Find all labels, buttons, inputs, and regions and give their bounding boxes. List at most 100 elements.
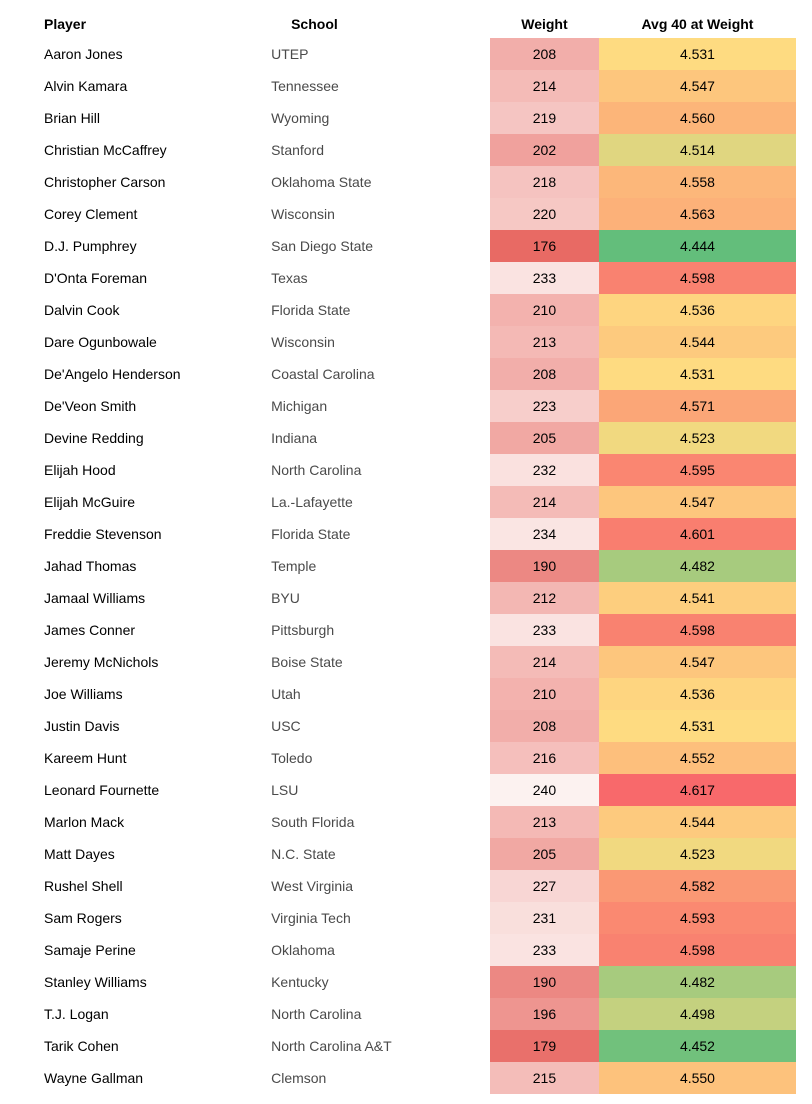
weight-cell: 196	[490, 998, 599, 1030]
school-cell: West Virginia	[263, 870, 490, 902]
table-row: Leonard FournetteLSU2404.617	[16, 774, 796, 806]
weight-cell: 179	[490, 1030, 599, 1062]
player-cell: Christopher Carson	[16, 166, 263, 198]
player-cell: Devine Redding	[16, 422, 263, 454]
school-cell: BYU	[263, 582, 490, 614]
table-row: Christian McCaffreyStanford2024.514	[16, 134, 796, 166]
player-cell: Tarik Cohen	[16, 1030, 263, 1062]
weight-cell: 215	[490, 1062, 599, 1094]
player-cell: Christian McCaffrey	[16, 134, 263, 166]
weight-cell: 234	[490, 518, 599, 550]
table-row: Dare OgunbowaleWisconsin2134.544	[16, 326, 796, 358]
weight-cell: 205	[490, 838, 599, 870]
player-cell: Stanley Williams	[16, 966, 263, 998]
weight-cell: 233	[490, 614, 599, 646]
table-row: Freddie StevensonFlorida State2344.601	[16, 518, 796, 550]
avg40-cell: 4.541	[599, 582, 796, 614]
player-cell: Sam Rogers	[16, 902, 263, 934]
player-cell: Brian Hill	[16, 102, 263, 134]
school-cell: Temple	[263, 550, 490, 582]
weight-cell: 208	[490, 38, 599, 70]
avg40-cell: 4.550	[599, 1062, 796, 1094]
player-cell: Samaje Perine	[16, 934, 263, 966]
table-row: Joe WilliamsUtah2104.536	[16, 678, 796, 710]
avg40-cell: 4.617	[599, 774, 796, 806]
school-cell: Toledo	[263, 742, 490, 774]
school-cell: Virginia Tech	[263, 902, 490, 934]
header-weight: Weight	[490, 10, 599, 38]
player-cell: De'Veon Smith	[16, 390, 263, 422]
weight-cell: 231	[490, 902, 599, 934]
school-cell: Clemson	[263, 1062, 490, 1094]
weight-cell: 214	[490, 70, 599, 102]
school-cell: San Diego State	[263, 230, 490, 262]
table-row: De'Veon SmithMichigan2234.571	[16, 390, 796, 422]
school-cell: Pittsburgh	[263, 614, 490, 646]
player-cell: Jamaal Williams	[16, 582, 263, 614]
header-row: Player School Weight Avg 40 at Weight	[16, 10, 796, 38]
school-cell: Florida State	[263, 294, 490, 326]
weight-cell: 227	[490, 870, 599, 902]
avg40-cell: 4.571	[599, 390, 796, 422]
table-row: D.J. PumphreySan Diego State1764.444	[16, 230, 796, 262]
table-row: Marlon MackSouth Florida2134.544	[16, 806, 796, 838]
school-cell: USC	[263, 710, 490, 742]
table-row: Stanley WilliamsKentucky1904.482	[16, 966, 796, 998]
avg40-cell: 4.514	[599, 134, 796, 166]
avg40-cell: 4.552	[599, 742, 796, 774]
school-cell: North Carolina	[263, 454, 490, 486]
player-cell: Aaron Jones	[16, 38, 263, 70]
player-cell: Elijah McGuire	[16, 486, 263, 518]
school-cell: Michigan	[263, 390, 490, 422]
player-cell: Rushel Shell	[16, 870, 263, 902]
player-cell: D'Onta Foreman	[16, 262, 263, 294]
weight-cell: 213	[490, 806, 599, 838]
school-cell: La.-Lafayette	[263, 486, 490, 518]
school-cell: Indiana	[263, 422, 490, 454]
player-cell: Leonard Fournette	[16, 774, 263, 806]
player-cell: T.J. Logan	[16, 998, 263, 1030]
avg40-cell: 4.452	[599, 1030, 796, 1062]
table-row: D'Onta ForemanTexas2334.598	[16, 262, 796, 294]
weight-cell: 233	[490, 262, 599, 294]
avg40-cell: 4.482	[599, 966, 796, 998]
school-cell: Tennessee	[263, 70, 490, 102]
weight-cell: 210	[490, 678, 599, 710]
avg40-cell: 4.547	[599, 70, 796, 102]
avg40-cell: 4.582	[599, 870, 796, 902]
weight-cell: 212	[490, 582, 599, 614]
avg40-cell: 4.547	[599, 646, 796, 678]
avg40-cell: 4.560	[599, 102, 796, 134]
weight-cell: 176	[490, 230, 599, 262]
avg40-cell: 4.558	[599, 166, 796, 198]
player-cell: Marlon Mack	[16, 806, 263, 838]
table-row: Jamaal WilliamsBYU2124.541	[16, 582, 796, 614]
avg40-cell: 4.523	[599, 838, 796, 870]
player-cell: Joe Williams	[16, 678, 263, 710]
weight-cell: 208	[490, 710, 599, 742]
avg40-cell: 4.598	[599, 934, 796, 966]
avg40-cell: 4.598	[599, 614, 796, 646]
avg40-cell: 4.563	[599, 198, 796, 230]
school-cell: Coastal Carolina	[263, 358, 490, 390]
player-cell: Matt Dayes	[16, 838, 263, 870]
weight-cell: 190	[490, 966, 599, 998]
school-cell: Kentucky	[263, 966, 490, 998]
table-row: Alvin KamaraTennessee2144.547	[16, 70, 796, 102]
player-cell: Kareem Hunt	[16, 742, 263, 774]
player-cell: Justin Davis	[16, 710, 263, 742]
weight-cell: 232	[490, 454, 599, 486]
school-cell: Oklahoma State	[263, 166, 490, 198]
avg40-cell: 4.482	[599, 550, 796, 582]
avg40-cell: 4.601	[599, 518, 796, 550]
table-row: Sam RogersVirginia Tech2314.593	[16, 902, 796, 934]
avg40-cell: 4.595	[599, 454, 796, 486]
weight-cell: 240	[490, 774, 599, 806]
school-cell: South Florida	[263, 806, 490, 838]
weight-cell: 223	[490, 390, 599, 422]
avg40-cell: 4.544	[599, 326, 796, 358]
weight-cell: 218	[490, 166, 599, 198]
school-cell: North Carolina	[263, 998, 490, 1030]
avg40-cell: 4.531	[599, 38, 796, 70]
table-row: Kareem HuntToledo2164.552	[16, 742, 796, 774]
